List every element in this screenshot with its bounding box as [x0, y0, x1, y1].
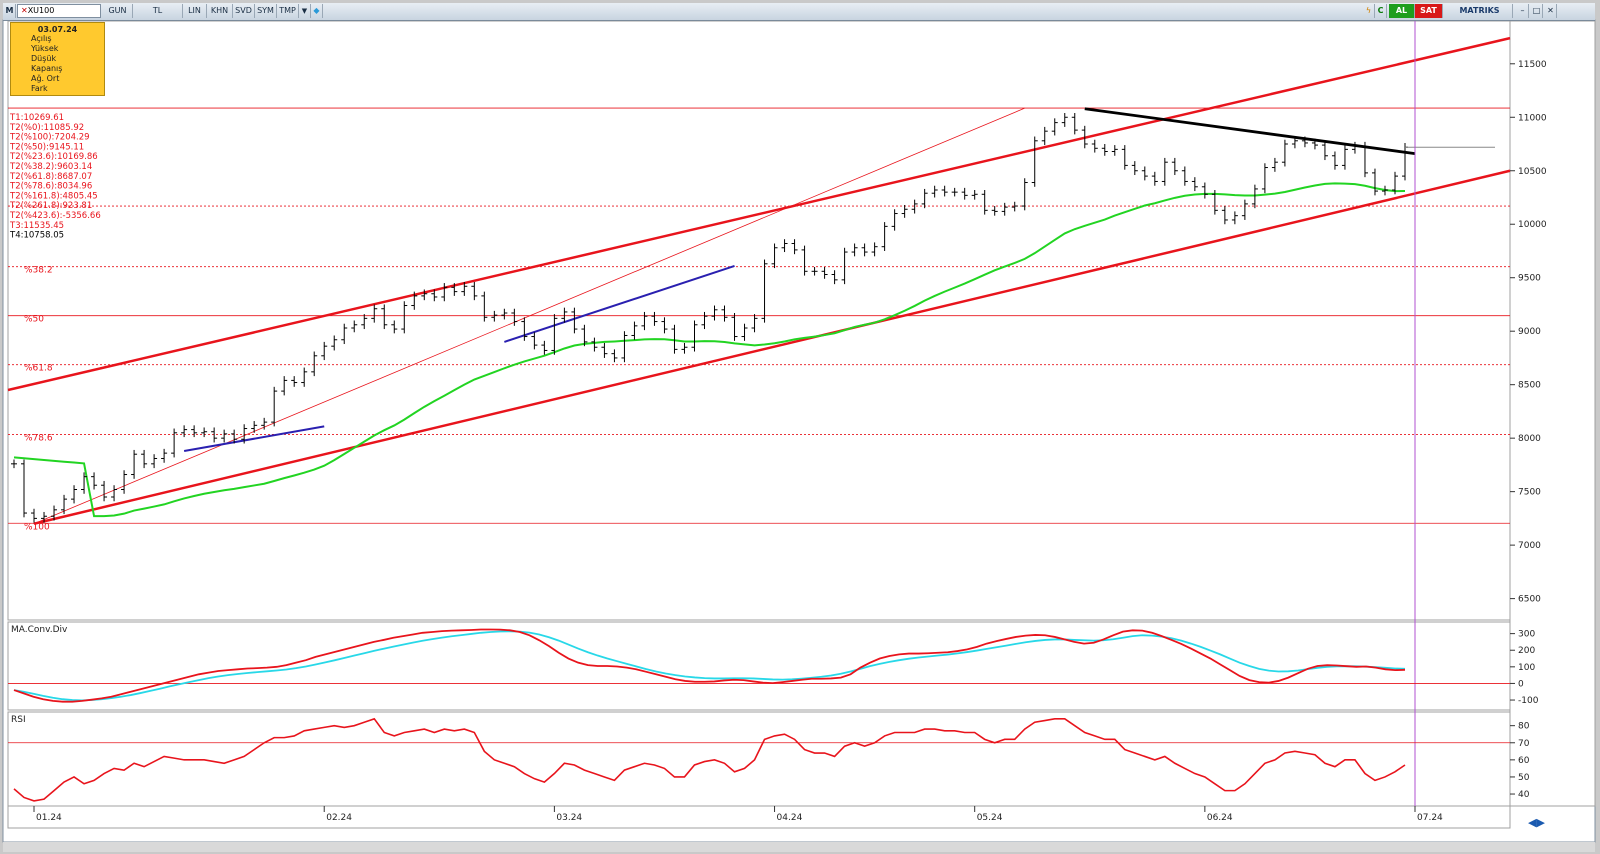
x-tick-label: 06.24 [1207, 813, 1233, 823]
fib-value-label: T2(%423.6):-5356.66 [9, 211, 101, 221]
y-axis-area [1509, 20, 1596, 807]
fib-value-label: T2(%0):11085.92 [9, 123, 84, 133]
fib-level-label: %38.2 [24, 266, 53, 276]
info-low-label: Düşük [31, 54, 57, 63]
info-date: 03.07.24 [37, 25, 78, 34]
sell-button[interactable]: SAT [1415, 4, 1443, 18]
macd-y-tick-label: 0 [1518, 679, 1524, 689]
symbol-clear-icon[interactable]: ✕ [21, 6, 28, 15]
blue-overlap-segment [183, 425, 325, 452]
fib-level-label: %78.6 [24, 433, 53, 443]
fib-level-label: %61.8 [24, 364, 53, 374]
price-y-tick-label: 7000 [1518, 541, 1541, 551]
minimize-icon[interactable]: – [1517, 4, 1529, 18]
price-y-tick-label: 9000 [1518, 327, 1541, 337]
x-tick-label: 03.24 [556, 813, 582, 823]
price-y-tick-label: 7500 [1518, 488, 1541, 498]
rsi-y-tick-label: 40 [1518, 790, 1530, 800]
restore-icon[interactable]: □ [1531, 4, 1543, 18]
macd-y-tick-label: -100 [1518, 696, 1539, 706]
scroll-nav-icon: ◀▶ [1528, 816, 1545, 829]
info-close-label: Kapanış [31, 64, 63, 73]
macd-line [13, 628, 1406, 703]
macd-panel [7, 621, 1511, 711]
svd-button[interactable]: SVD [233, 4, 255, 18]
channel-lower-line [33, 169, 1511, 525]
symbol-text: XU100 [27, 6, 55, 15]
fib-value-label: T2(%38.2):9603.14 [9, 162, 92, 172]
info-wavg-label: Ağ. Ort [31, 74, 60, 83]
khn-button[interactable]: KHN [207, 4, 233, 18]
toolbar: M ✕XU100 GUN TL LIN KHN SVD SYM TMP ▼ ◆ … [3, 3, 1595, 21]
info-open-label: Açılış [31, 34, 52, 43]
macd-y-tick-label: 200 [1518, 646, 1535, 656]
macd-y-tick-label: 300 [1518, 630, 1535, 640]
macd-title: MA.Conv.Div [11, 625, 68, 635]
moving-average-line [13, 182, 1406, 518]
buy-button[interactable]: AL [1389, 4, 1415, 18]
fib-value-label: T2(%61.8):8687.07 [9, 172, 92, 182]
macd-signal-line [13, 630, 1406, 702]
x-tick-label: 02.24 [326, 813, 352, 823]
currency-button[interactable]: TL [133, 4, 183, 18]
x-axis-area [7, 805, 1511, 829]
c-button[interactable]: C [1375, 4, 1387, 18]
rsi-y-tick-label: 50 [1518, 773, 1530, 783]
fib-value-label: T2(%161.8):4805.45 [9, 191, 98, 201]
x-tick-label: 07.24 [1417, 813, 1443, 823]
fib-value-label: T2(%78.6):8034.96 [9, 182, 92, 192]
status-strip [3, 842, 1595, 852]
fib-value-label: T2(%50):9145.11 [9, 142, 84, 152]
fib-value-label: T2(%100):7204.29 [9, 133, 90, 143]
fib-value-label: T2(%261.8):923.81 [9, 201, 92, 211]
symbol-input[interactable]: ✕XU100 [17, 4, 101, 18]
x-tick-label: 01.24 [36, 813, 62, 823]
sym-button[interactable]: SYM [255, 4, 277, 18]
price-y-tick-label: 11500 [1518, 60, 1547, 70]
info-diff-label: Fark [31, 84, 48, 93]
close-icon[interactable]: ✕ [1545, 4, 1557, 18]
brand-logo: MATRIKS [1447, 4, 1513, 18]
price-panel [7, 20, 1511, 621]
fib-value-label: T4:10758.05 [9, 231, 64, 241]
info-high-label: Yüksek [31, 44, 59, 53]
rsi-title: RSI [11, 715, 26, 725]
fib-value-label: T1:10269.61 [9, 113, 64, 123]
fib-value-label: T3:11535.45 [9, 221, 64, 231]
price-y-tick-label: 6500 [1518, 595, 1541, 605]
scale-button[interactable]: LIN [183, 4, 207, 18]
dropdown-icon[interactable]: ▼ [299, 4, 311, 18]
rsi-y-tick-label: 80 [1518, 722, 1530, 732]
twitter-icon[interactable]: ◆ [311, 4, 323, 18]
tmp-button[interactable]: TMP [277, 4, 299, 18]
fib-level-label: %50 [24, 315, 44, 325]
black-trend-line [1084, 107, 1416, 156]
price-y-tick-label: 9500 [1518, 274, 1541, 284]
x-tick-label: 05.24 [977, 813, 1003, 823]
price-y-tick-label: 10500 [1518, 167, 1547, 177]
rsi-panel [7, 711, 1511, 807]
rsi-y-tick-label: 60 [1518, 756, 1530, 766]
macd-y-tick-label: 100 [1518, 663, 1535, 673]
lightning-icon[interactable]: ϟ [1363, 4, 1375, 18]
price-y-tick-label: 8000 [1518, 434, 1541, 444]
price-y-tick-label: 11000 [1518, 113, 1547, 123]
rsi-y-tick-label: 70 [1518, 739, 1530, 749]
fan-thin-line [33, 107, 1025, 525]
blue-overlap-segment [504, 264, 735, 343]
fib-value-label: T2(%23.6):10169.86 [9, 152, 98, 162]
price-y-tick-label: 10000 [1518, 220, 1547, 230]
ohlc-info-box: 03.07.24 Açılış Yüksek Düşük Kapanış Ağ.… [10, 22, 105, 96]
price-y-tick-label: 8500 [1518, 381, 1541, 391]
x-tick-label: 04.24 [777, 813, 803, 823]
channel-upper-line [7, 36, 1511, 392]
period-button[interactable]: GUN [103, 4, 133, 18]
fib-level-label: %100 [24, 522, 50, 532]
rsi-line [13, 717, 1406, 802]
menu-m-button[interactable]: M [4, 4, 16, 18]
